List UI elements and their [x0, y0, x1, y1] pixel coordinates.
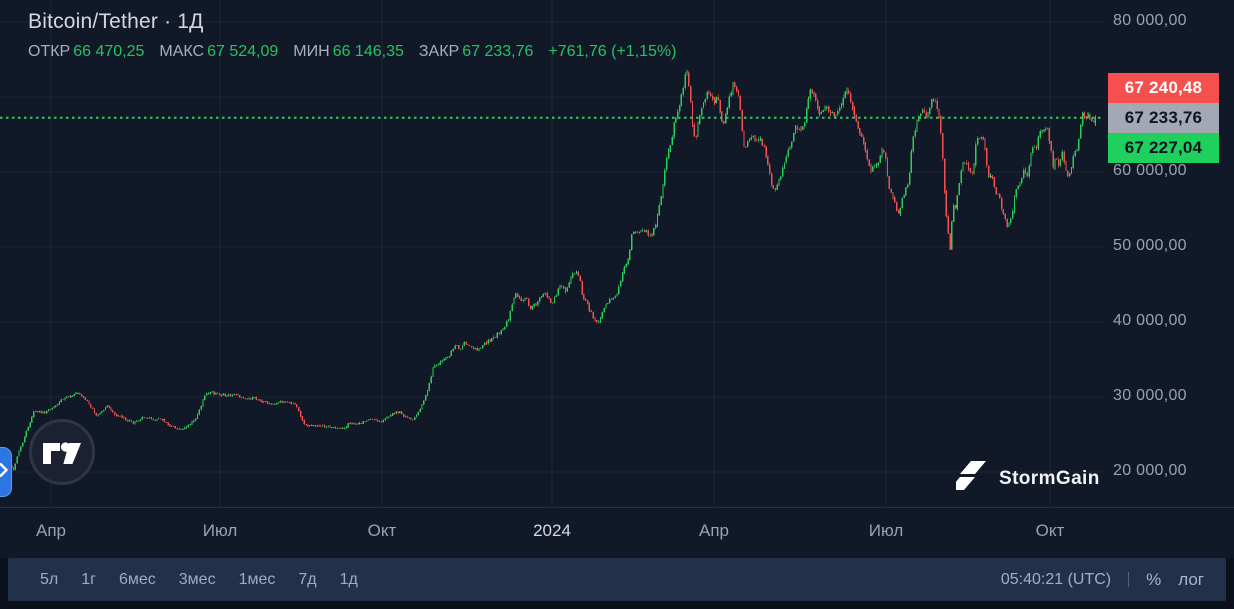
timeframe-button-2[interactable]: 6мес: [118, 570, 156, 588]
price-tick-label: 40 000,00: [1113, 312, 1187, 329]
time-axis-label: Апр: [699, 521, 729, 540]
timeframe-button-5[interactable]: 7д: [298, 570, 317, 588]
brand-text: StormGain: [999, 467, 1100, 489]
tradingview-logo-icon[interactable]: [29, 419, 95, 490]
price-tick-label: 20 000,00: [1113, 462, 1187, 479]
time-axis-separator: [0, 507, 1234, 508]
panel-expand-button[interactable]: [0, 447, 12, 497]
chevron-right-icon: [0, 462, 8, 482]
price-tag-ask: 67 240,48: [1108, 73, 1219, 103]
timeframe-button-6[interactable]: 1д: [339, 570, 358, 588]
time-axis-label: Окт: [1035, 521, 1065, 540]
price-tick-label: 30 000,00: [1113, 387, 1187, 404]
price-tag-last: 67 233,76: [1108, 103, 1219, 133]
time-axis-label: Окт: [367, 521, 397, 540]
price-tick-label: 60 000,00: [1113, 162, 1187, 179]
timeframe-button-1[interactable]: 1г: [81, 570, 96, 588]
timeframe-button-0[interactable]: 5л: [40, 570, 59, 588]
candles: [7, 70, 1097, 471]
price-tag-bid: 67 227,04: [1108, 133, 1219, 163]
time-axis-label: Апр: [36, 521, 66, 540]
chart-pane[interactable]: Bitcoin/Tether · 1Д ОТКР 66 470,25 МАКС 67…: [0, 0, 1234, 558]
time-axis-label: Июл: [202, 521, 238, 540]
toolbar-divider: [1128, 572, 1130, 587]
timeframe-ranges: 5л 1г 6мес 3мес 1мес 7д 1д: [8, 571, 358, 589]
candlestick-chart[interactable]: [0, 0, 1234, 558]
utc-clock: 05:40:21 (UTC): [1000, 570, 1112, 588]
grid: [0, 0, 1104, 507]
time-axis-label: Июл: [868, 521, 904, 540]
lightning-bolt-icon: [949, 459, 990, 498]
percent-scale-button[interactable]: %: [1146, 569, 1162, 589]
timeframe-button-3[interactable]: 3мес: [178, 570, 216, 588]
bottom-toolbar: 5л 1г 6мес 3мес 1мес 7д 1д 05:40:21 (UTC) % ло…: [8, 558, 1226, 601]
stormgain-brand[interactable]: StormGain: [949, 459, 1100, 498]
timeframe-button-4[interactable]: 1мес: [238, 570, 276, 588]
log-scale-button[interactable]: лог: [1178, 569, 1204, 589]
price-tick-label: 80 000,00: [1113, 12, 1187, 29]
time-axis-label: 2024: [533, 521, 571, 540]
toolbar-right: 05:40:21 (UTC) % лог: [1001, 570, 1226, 590]
price-tick-label: 50 000,00: [1113, 237, 1187, 254]
